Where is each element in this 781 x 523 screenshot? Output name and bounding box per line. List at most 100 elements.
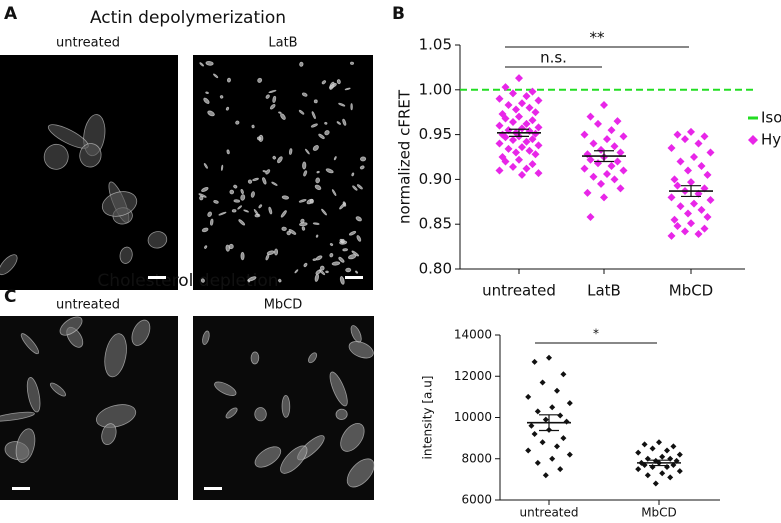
data-point (528, 422, 535, 429)
cell (313, 99, 318, 104)
cell (235, 120, 240, 125)
data-point (531, 431, 538, 437)
data-point (644, 472, 651, 479)
cell (286, 230, 291, 236)
cell (329, 371, 348, 407)
cell (299, 61, 304, 67)
cell (281, 226, 287, 231)
significance-label: n.s. (540, 49, 567, 67)
data-point (534, 169, 543, 178)
cell (254, 446, 282, 468)
data-point (616, 148, 625, 157)
cell (201, 186, 209, 193)
data-point (522, 164, 531, 173)
data-point (583, 188, 592, 197)
data-point (495, 166, 504, 175)
cell (213, 200, 219, 204)
data-point (667, 231, 676, 240)
significance-label: ** (590, 29, 606, 47)
micrograph (0, 55, 178, 290)
data-point (542, 416, 549, 423)
data-point (613, 117, 622, 126)
panel-label: B (392, 4, 405, 24)
cell (274, 248, 279, 256)
data-point (528, 160, 537, 169)
sem-bar (509, 128, 529, 137)
cell (316, 170, 320, 174)
cell (351, 250, 360, 257)
cell (247, 179, 253, 184)
data-point (549, 455, 556, 462)
data-point (706, 196, 715, 205)
cell (250, 191, 255, 198)
cell (355, 216, 362, 222)
data-point (501, 83, 510, 92)
data-point (531, 150, 540, 159)
cell (198, 193, 207, 198)
cell (312, 222, 320, 225)
cell (303, 170, 308, 177)
data-point (522, 119, 531, 128)
data-point (600, 101, 608, 110)
cell (220, 164, 224, 171)
cell (265, 94, 270, 99)
data-point (586, 213, 595, 222)
cell (237, 205, 242, 210)
data-point (515, 112, 523, 121)
data-point (667, 474, 674, 481)
cell (338, 256, 345, 263)
data-point (504, 101, 513, 110)
cell (312, 145, 319, 151)
data-point (635, 466, 642, 473)
cell (243, 209, 249, 213)
cell (318, 133, 325, 139)
panel-label: A (4, 4, 18, 24)
sem-bar (594, 150, 614, 163)
data-point (676, 451, 683, 458)
y-tick-label: 1.05 (419, 36, 452, 54)
cell (281, 195, 290, 200)
cell (15, 428, 36, 463)
cell (0, 254, 18, 276)
data-point (652, 480, 659, 487)
cell (314, 184, 322, 191)
x-tick-label: untreated (519, 506, 578, 520)
cell (336, 121, 341, 125)
image-label: MbCD (264, 298, 303, 313)
cell (308, 352, 318, 364)
cell (277, 156, 283, 164)
cell (333, 156, 337, 161)
data-point (635, 449, 642, 456)
cell (319, 265, 325, 271)
data-point (597, 145, 605, 154)
cell (304, 148, 310, 155)
cell (346, 458, 375, 488)
cell (204, 245, 208, 249)
cell (339, 276, 345, 285)
data-point (703, 213, 712, 222)
cell (300, 218, 305, 224)
data-point (673, 221, 682, 230)
cell (359, 165, 365, 170)
data-point (676, 157, 685, 166)
cell (311, 111, 316, 120)
image-label: untreated (56, 36, 120, 51)
data-point (681, 227, 689, 236)
y-axis-label: normalized cFRET (396, 89, 414, 224)
cell (266, 250, 275, 256)
data-point (549, 404, 556, 411)
panel-title: Actin depolymerization (90, 8, 286, 28)
data-point (525, 103, 534, 112)
cell (344, 87, 351, 91)
data-point (603, 135, 611, 144)
cell (302, 161, 307, 170)
panel-title: Cholesterol depletion (97, 271, 278, 291)
cell (265, 169, 271, 175)
data-point (534, 459, 541, 466)
cell (214, 381, 237, 396)
x-tick-label: untreated (482, 282, 556, 300)
cell (101, 191, 138, 217)
data-point (670, 175, 679, 184)
cell (352, 185, 358, 191)
